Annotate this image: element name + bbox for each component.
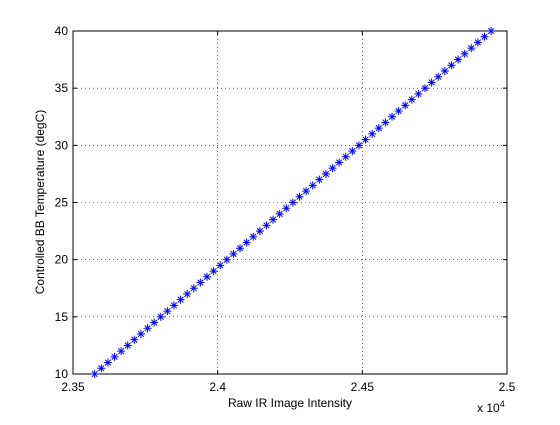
data-point xyxy=(288,198,297,207)
data-point xyxy=(421,84,430,93)
ticks xyxy=(72,30,508,375)
y-tick-label: 25 xyxy=(55,196,69,210)
data-point xyxy=(242,238,251,247)
tick-labels: 2.35 2.4 2.45 2.5 10 15 20 25 30 35 40 xyxy=(55,24,516,394)
data-point xyxy=(315,175,324,184)
data-point xyxy=(97,364,106,373)
data-point xyxy=(156,312,165,321)
data-point xyxy=(216,261,225,270)
data-point xyxy=(460,49,469,58)
data-point xyxy=(387,112,396,121)
data-point xyxy=(381,118,390,127)
data-point xyxy=(487,27,496,35)
data-point xyxy=(117,347,126,356)
y-tick-label: 20 xyxy=(55,253,69,267)
data-series xyxy=(90,27,496,378)
data-point xyxy=(361,135,370,144)
y-tick-label: 15 xyxy=(55,310,69,324)
data-point xyxy=(203,272,212,281)
data-point xyxy=(169,301,178,310)
data-point xyxy=(236,244,245,253)
data-point xyxy=(427,78,436,87)
x-exponent-power: 4 xyxy=(500,399,505,409)
data-point xyxy=(269,215,278,224)
data-point xyxy=(255,227,264,236)
data-point xyxy=(143,324,152,333)
y-tick-label: 10 xyxy=(55,367,69,381)
y-tick-label: 35 xyxy=(55,81,69,95)
data-point xyxy=(163,307,172,316)
data-point xyxy=(335,158,344,167)
data-point xyxy=(282,204,291,213)
data-point xyxy=(394,107,403,116)
x-tick-label: 2.45 xyxy=(351,380,375,394)
data-point xyxy=(183,289,192,298)
data-point xyxy=(354,141,363,150)
data-point xyxy=(196,278,205,287)
data-point xyxy=(473,38,482,47)
data-point xyxy=(341,152,350,161)
x-tick-label: 2.4 xyxy=(209,380,226,394)
data-point xyxy=(90,370,99,378)
data-point xyxy=(189,284,198,293)
data-point xyxy=(229,249,238,258)
data-point xyxy=(328,164,337,173)
data-point xyxy=(222,255,231,264)
data-point xyxy=(123,341,132,350)
data-point xyxy=(467,44,476,53)
data-point xyxy=(150,318,159,327)
data-point xyxy=(321,169,330,178)
data-point xyxy=(348,147,357,156)
data-point xyxy=(480,32,489,41)
data-point xyxy=(401,101,410,110)
y-tick-label: 30 xyxy=(55,138,69,152)
x-tick-label: 2.5 xyxy=(499,380,516,394)
data-point xyxy=(454,55,463,64)
data-point xyxy=(374,124,383,133)
data-point xyxy=(414,89,423,98)
data-point xyxy=(308,181,317,190)
data-point xyxy=(262,221,271,230)
x-exponent-label: x 104 xyxy=(477,399,505,415)
data-point xyxy=(110,352,119,361)
data-point xyxy=(407,95,416,104)
y-tick-label: 40 xyxy=(55,24,69,38)
y-axis-label: Controlled BB Temperature (degC) xyxy=(33,110,47,295)
data-point xyxy=(440,67,449,76)
x-tick-label: 2.35 xyxy=(61,380,85,394)
data-point xyxy=(295,192,304,201)
x-exponent-base: x 10 xyxy=(477,401,500,415)
data-point xyxy=(434,72,443,81)
data-point xyxy=(302,187,311,196)
data-point xyxy=(209,267,218,276)
data-point xyxy=(447,61,456,70)
data-point xyxy=(176,295,185,304)
x-axis-label: Raw IR Image Intensity xyxy=(228,396,352,410)
data-point xyxy=(103,358,112,367)
data-point xyxy=(136,329,145,338)
data-point xyxy=(368,129,377,138)
data-point xyxy=(275,209,284,218)
data-point xyxy=(249,232,258,241)
data-point xyxy=(130,335,139,344)
